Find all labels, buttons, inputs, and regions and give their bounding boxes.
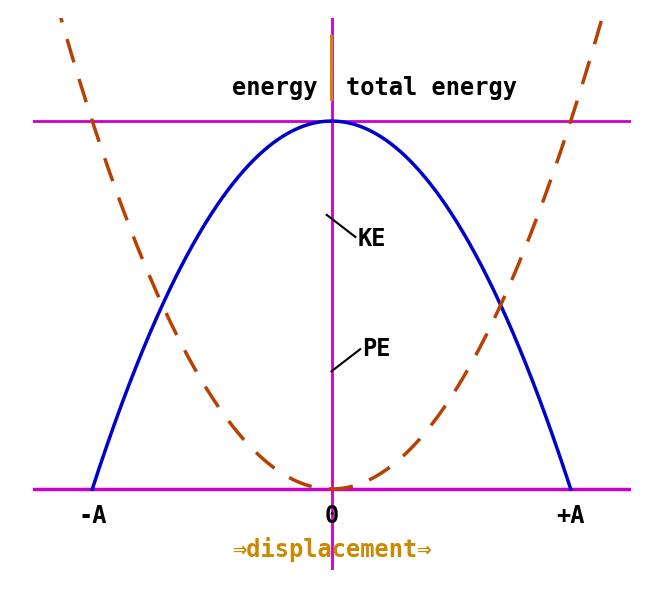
Text: energy: energy — [231, 76, 317, 100]
Text: total energy: total energy — [346, 76, 517, 100]
Text: +A: +A — [556, 504, 585, 528]
Text: PE: PE — [363, 337, 391, 361]
Text: -A: -A — [78, 504, 107, 528]
Text: 0: 0 — [324, 504, 339, 528]
Text: KE: KE — [358, 227, 386, 251]
Text: ⇒displacement⇒: ⇒displacement⇒ — [232, 537, 431, 562]
